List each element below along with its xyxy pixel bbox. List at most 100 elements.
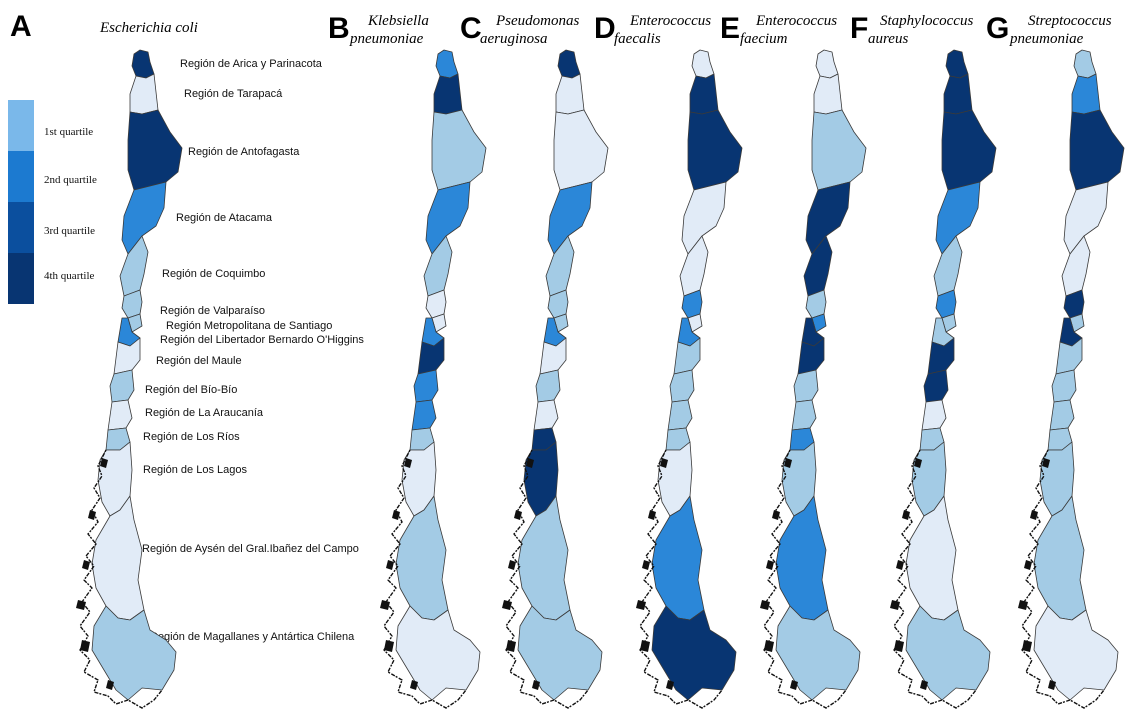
panel-f-species-line2: aureus <box>868 31 909 47</box>
region-label-los-lagos: Región de Los Lagos <box>143 464 247 476</box>
region-label-magallanes: Región de Magallanes y Antártica Chilena <box>150 631 355 643</box>
panel-a-letter: A <box>10 10 32 43</box>
panel-d-region-15 <box>651 605 737 701</box>
panel-a-species: Escherichia coli <box>100 20 198 36</box>
panel-g-region-3 <box>1069 109 1125 191</box>
panel-d-fjord-coastline <box>639 449 723 709</box>
panel-f-island-3 <box>896 560 904 570</box>
panel-f-region-5 <box>933 235 963 297</box>
panel-g-letter: G <box>986 12 1010 45</box>
panel-f-region-1 <box>945 49 969 79</box>
region-label-maule: Región del Maule <box>156 355 242 367</box>
panel-d-region-11 <box>667 399 693 431</box>
panel-f-species-line1: Staphylococcus <box>880 13 974 29</box>
panel-a-region-3 <box>127 109 183 191</box>
panel-d-species-line2: faecalis <box>614 31 661 47</box>
panel-a-island-1 <box>100 458 108 468</box>
panel-f-region-4 <box>935 181 981 255</box>
panel-c-region-11 <box>533 399 559 431</box>
panel-g-species-line2: pneumoniae <box>1010 31 1084 47</box>
region-label-los-rios: Región de Los Ríos <box>143 431 240 443</box>
panel-f-island-1 <box>914 458 922 468</box>
panel-b-island-5 <box>384 640 394 652</box>
panel-g-fjord-coastline <box>1021 449 1105 709</box>
panel-c-island-4 <box>502 600 512 610</box>
region-label-antofagasta: Región de Antofagasta <box>188 146 300 158</box>
panel-b-island-4 <box>380 600 390 610</box>
panel-d-island-6 <box>666 680 674 690</box>
legend-label-q3: 3rd quartile <box>44 225 96 237</box>
panel-c-fjord-coastline <box>505 449 589 709</box>
panel-d-region-5 <box>679 235 709 297</box>
panel-e-region-5 <box>803 235 833 297</box>
legend-label-q2: 2nd quartile <box>44 174 97 186</box>
panel-d-island-3 <box>642 560 650 570</box>
panel-b-letter: B <box>328 12 350 45</box>
panel-e-island-4 <box>760 600 770 610</box>
panel-c-island-2 <box>514 510 522 520</box>
panel-b-region-4 <box>425 181 471 255</box>
panel-e-region-1 <box>815 49 839 79</box>
panel-e-region-14 <box>775 495 829 621</box>
panel-f-region-14 <box>905 495 959 621</box>
region-label-valparaiso: Región de Valparaíso <box>160 305 265 317</box>
panel-a-island-2 <box>88 510 96 520</box>
panel-f-region-10 <box>923 369 949 403</box>
panel-f-fjord-coastline <box>893 449 977 709</box>
panel-f-region-2 <box>943 73 973 115</box>
panel-g-island-3 <box>1024 560 1032 570</box>
region-label-biobio: Región del Bío-Bío <box>145 384 238 396</box>
panel-c-region-14 <box>517 495 571 621</box>
panel-g-island-5 <box>1022 640 1032 652</box>
panel-b-island-1 <box>404 458 412 468</box>
panel-b-region-11 <box>411 399 437 431</box>
panel-c-species-line2: aeruginosa <box>480 31 548 47</box>
panel-f-letter: F <box>850 12 869 45</box>
panel-c-region-4 <box>547 181 593 255</box>
panel-a-region-1 <box>131 49 155 79</box>
panel-b-region-10 <box>413 369 439 403</box>
region-label-aysen: Región de Aysén del Gral.Ibañez del Camp… <box>142 543 359 555</box>
region-label-tarapaca: Región de Tarapacá <box>184 88 283 100</box>
panel-a-region-10 <box>109 369 135 403</box>
panel-c-choropleth-map <box>502 49 609 709</box>
panel-g-species-line1: Streptococcus <box>1028 13 1112 29</box>
region-label-coquimbo: Región de Coquimbo <box>162 268 266 280</box>
region-label-metropolitana: Región Metropolitana de Santiago <box>166 320 333 332</box>
panel-e-choropleth-map <box>760 49 867 709</box>
panel-a-region-4 <box>121 181 167 255</box>
legend-swatch-q1 <box>8 100 34 151</box>
legend-swatch-q3 <box>8 202 34 253</box>
panel-a-island-4 <box>76 600 86 610</box>
panel-d-region-10 <box>669 369 695 403</box>
panel-f-choropleth-map <box>890 49 997 709</box>
panel-g-island-2 <box>1030 510 1038 520</box>
panel-c-letter: C <box>460 12 482 45</box>
panel-c-region-1 <box>557 49 581 79</box>
panel-a-island-5 <box>80 640 90 652</box>
panel-d-island-4 <box>636 600 646 610</box>
panel-e-region-10 <box>793 369 819 403</box>
panel-f-region-15 <box>905 605 991 701</box>
panel-g-region-15 <box>1033 605 1119 701</box>
panel-c-species-line1: Pseudomonas <box>496 13 580 29</box>
panel-d-island-5 <box>640 640 650 652</box>
panel-f-island-6 <box>920 680 928 690</box>
panel-d-island-2 <box>648 510 656 520</box>
panel-c-region-15 <box>517 605 603 701</box>
panel-b-region-5 <box>423 235 453 297</box>
panel-d-region-4 <box>681 181 727 255</box>
panel-c-island-3 <box>508 560 516 570</box>
panel-c-island-6 <box>532 680 540 690</box>
panel-e-island-6 <box>790 680 798 690</box>
panel-a-region-14 <box>91 495 145 621</box>
panel-f-island-2 <box>902 510 910 520</box>
panel-b-choropleth-map <box>380 49 487 709</box>
panel-g-region-14 <box>1033 495 1087 621</box>
panel-g-region-1 <box>1073 49 1097 79</box>
panel-g-island-1 <box>1042 458 1050 468</box>
panel-g-region-4 <box>1063 181 1109 255</box>
panel-e-island-1 <box>784 458 792 468</box>
panel-c-region-2 <box>555 73 585 115</box>
